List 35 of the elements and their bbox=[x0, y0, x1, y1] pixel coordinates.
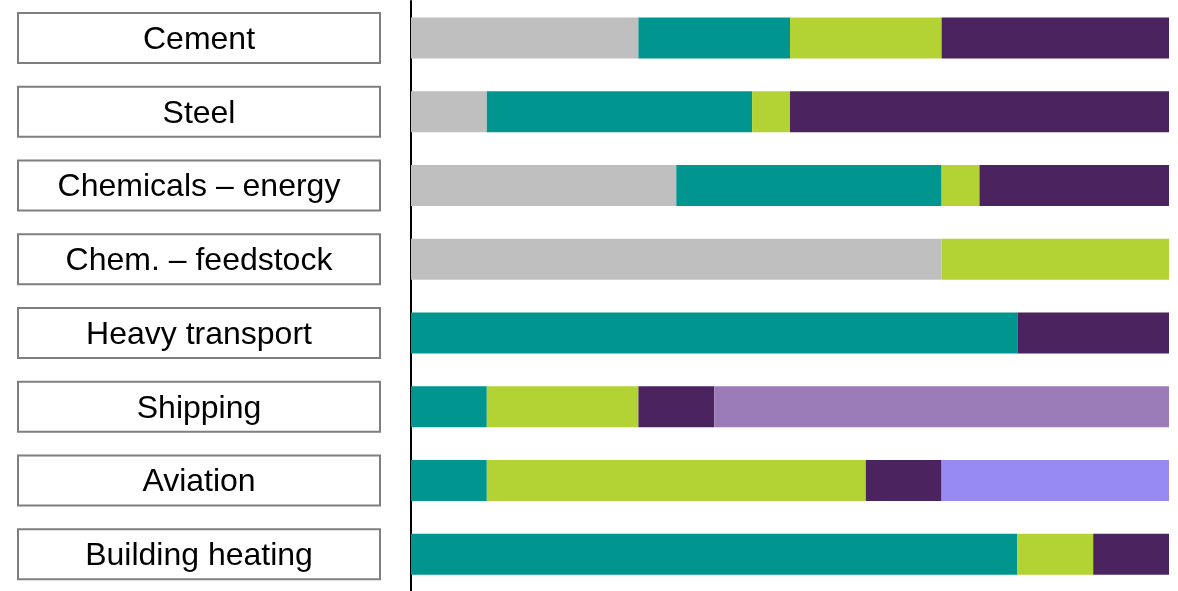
bar bbox=[411, 386, 487, 428]
y-tick-label: Steel bbox=[162, 93, 236, 130]
bar bbox=[411, 164, 677, 206]
y-tick-label: Heavy transport bbox=[86, 314, 313, 351]
bar bbox=[865, 459, 942, 501]
bar bbox=[411, 533, 1018, 575]
bar bbox=[411, 459, 487, 501]
bar bbox=[486, 459, 866, 501]
bar bbox=[486, 386, 639, 428]
bar bbox=[486, 91, 753, 133]
bar bbox=[790, 17, 942, 59]
bar bbox=[638, 386, 715, 428]
bar bbox=[979, 164, 1169, 206]
bar bbox=[1017, 533, 1094, 575]
y-tick-label: Chemicals – energy bbox=[57, 167, 341, 204]
bar bbox=[941, 17, 1169, 59]
bar bbox=[411, 312, 1018, 354]
y-tick-label: Cement bbox=[142, 19, 256, 56]
y-tick-label: Chem. – feedstock bbox=[65, 241, 334, 278]
bar bbox=[941, 459, 1169, 501]
bar bbox=[752, 91, 790, 133]
bar bbox=[714, 386, 1169, 428]
bar bbox=[411, 91, 487, 133]
bar bbox=[941, 238, 1169, 280]
bar bbox=[676, 164, 942, 206]
bar bbox=[638, 17, 790, 59]
bar bbox=[411, 17, 639, 59]
y-tick-label: Aviation bbox=[142, 462, 256, 499]
bar bbox=[1093, 533, 1169, 575]
bar bbox=[790, 91, 1169, 133]
bar bbox=[411, 238, 942, 280]
bar bbox=[1017, 312, 1169, 354]
y-tick-label: Shipping bbox=[136, 388, 262, 425]
bar bbox=[941, 164, 980, 206]
y-tick-label: Building heating bbox=[85, 536, 313, 573]
